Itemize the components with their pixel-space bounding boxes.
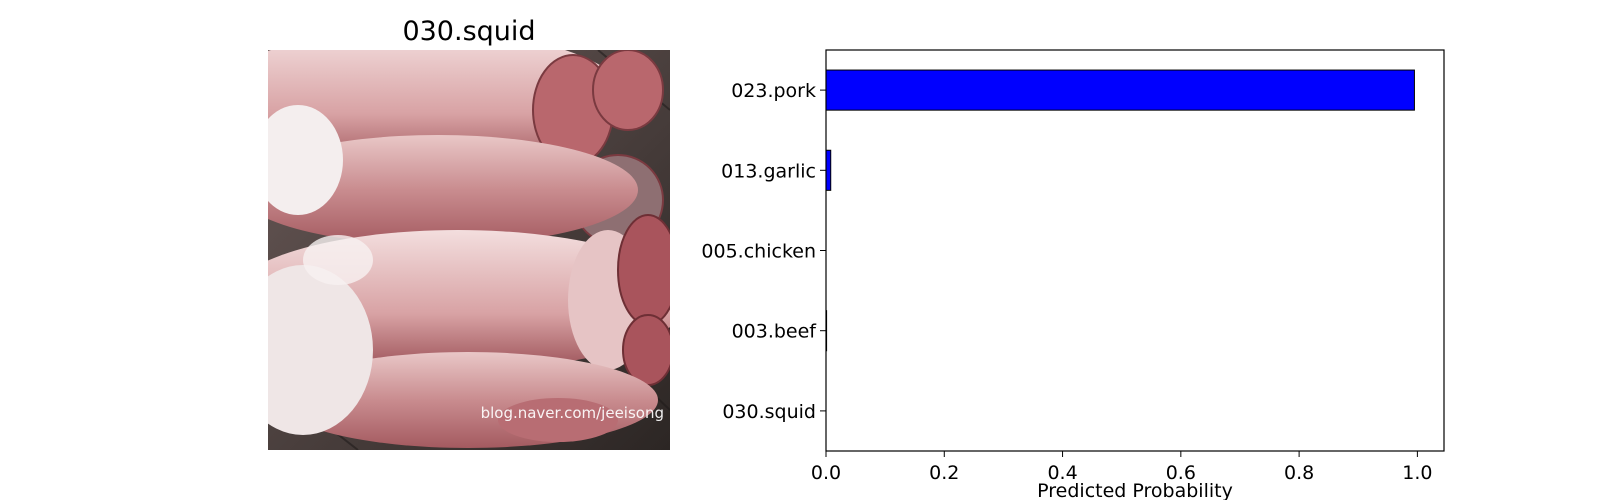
x-axis-label: Predicted Probability: [1037, 480, 1233, 500]
x-tick-label: 0.6: [1166, 462, 1196, 484]
y-tick-label: 023.pork: [731, 80, 816, 102]
x-tick-label: 0.0: [811, 462, 841, 484]
food-photo: blog.naver.com/jeeisong: [268, 50, 670, 450]
plot-frame: [825, 49, 1445, 452]
image-title: 030.squid: [402, 16, 536, 47]
x-tick-label: 0.8: [1284, 462, 1314, 484]
y-tick-label: 005.chicken: [701, 241, 816, 263]
y-tick-label: 013.garlic: [721, 160, 816, 182]
y-tick-label: 003.beef: [732, 321, 818, 343]
y-tick-label: 030.squid: [722, 401, 816, 423]
bars-group: [825, 69, 1415, 352]
x-tick-label: 0.2: [929, 462, 959, 484]
bar-013.garlic: [825, 149, 832, 191]
x-tick-label: 1.0: [1402, 462, 1432, 484]
bar-023.pork: [825, 69, 1415, 111]
x-axis: 0.0 0.2 0.4 0.6 0.8 1.0: [811, 451, 1432, 484]
y-axis: 023.pork 013.garlic 005.chicken 003.beef 030…: [701, 80, 826, 423]
squid-photo-image: blog.naver.com/jeeisong: [268, 50, 670, 450]
x-tick-label: 0.4: [1047, 462, 1077, 484]
photo-watermark: blog.naver.com/jeeisong: [481, 404, 664, 422]
